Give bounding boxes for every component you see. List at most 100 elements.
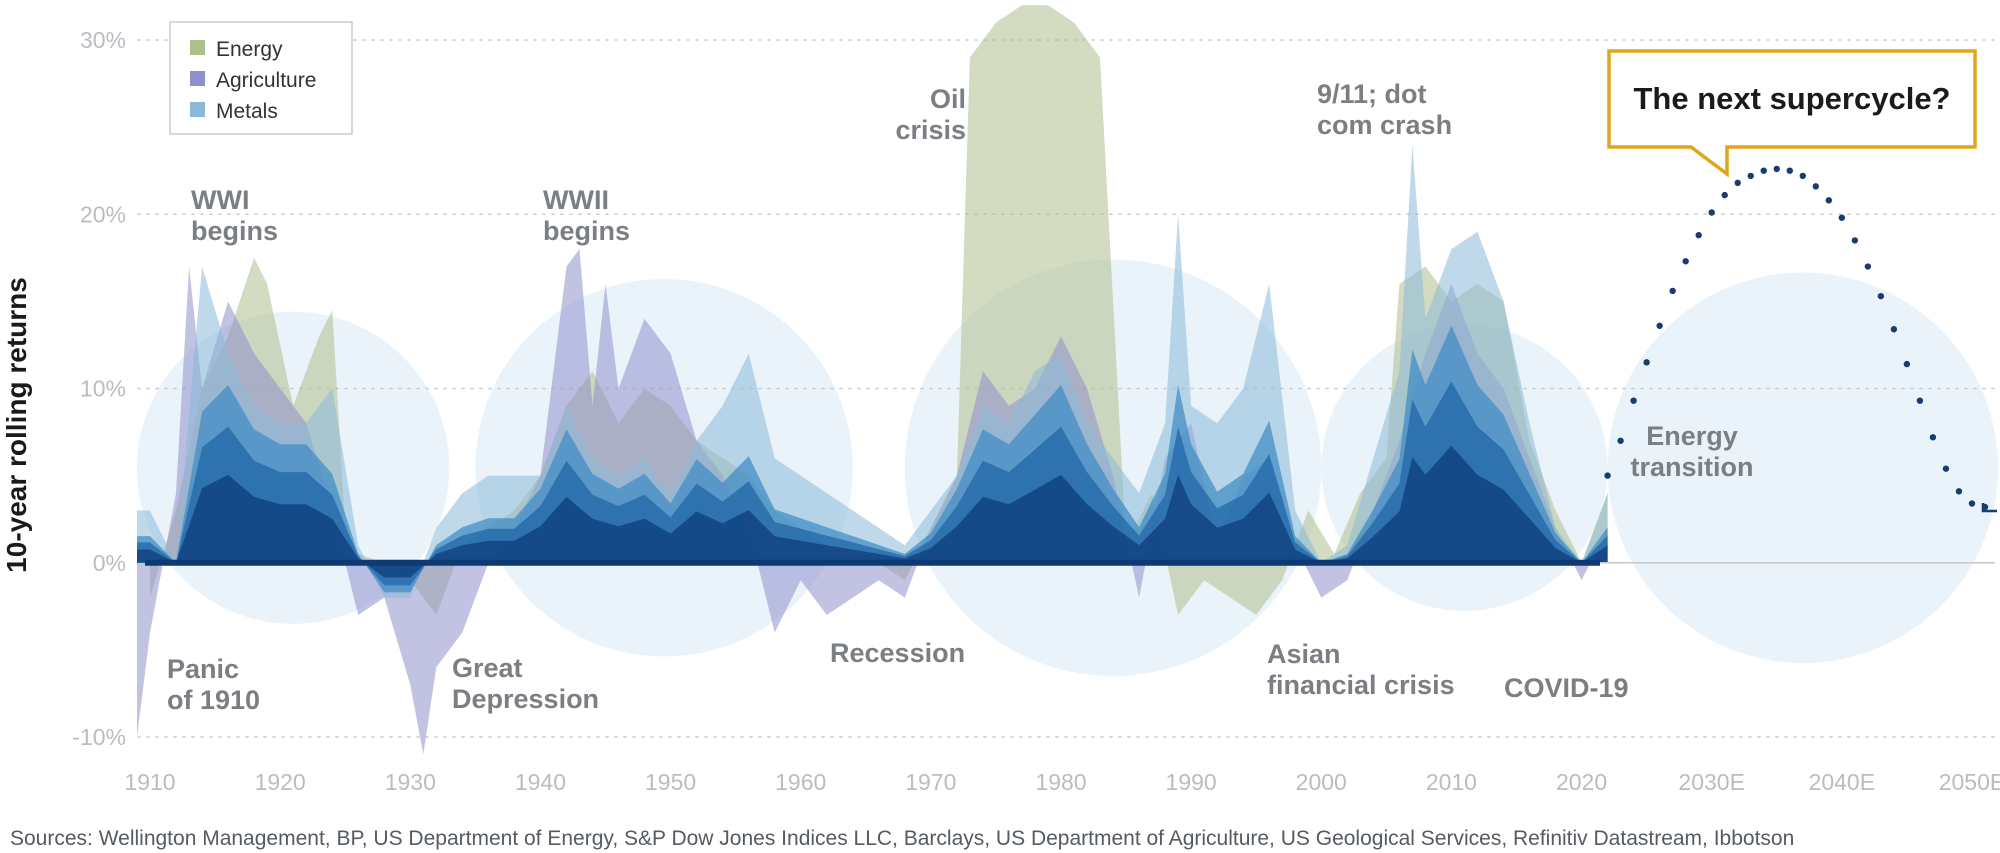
annotation-line: Recession <box>830 638 965 668</box>
projection-dots <box>1604 165 1997 513</box>
x-tick-label: 2040E <box>1809 769 1876 795</box>
projection-dot <box>1864 263 1872 270</box>
callout-box <box>1607 49 1977 178</box>
projection-dot <box>1656 322 1663 329</box>
projection-dot <box>1630 397 1637 404</box>
projection-dot <box>1890 326 1898 333</box>
annotation-line: Great <box>452 653 523 683</box>
projection-dot <box>1708 209 1715 216</box>
projection-dot <box>1721 191 1728 199</box>
projection-dot <box>1604 472 1611 479</box>
legend-item-metals: Metals <box>190 100 278 123</box>
legend-item-agriculture: Agriculture <box>190 69 316 92</box>
projection-dot <box>1877 292 1885 300</box>
annotation-covid: COVID-19 <box>1504 673 1629 703</box>
legend-label-energy: Energy <box>216 38 283 61</box>
legend-swatch-metals <box>190 102 205 117</box>
annotation-line: of 1910 <box>167 685 260 715</box>
projection-dot <box>1617 437 1624 444</box>
annotation-line: 9/11; dot <box>1317 79 1427 109</box>
y-tick-label: 30% <box>80 27 126 53</box>
annotation-line: begins <box>191 216 278 246</box>
projection-end-marker <box>1981 502 1997 513</box>
annotation-line: begins <box>543 216 630 246</box>
y-axis-ticks: 30% 20% 10% 0% -10% <box>72 27 126 750</box>
callout: The next supercycle? <box>1607 49 1977 178</box>
annotation-line: Oil <box>930 84 966 114</box>
x-tick-label: 2020 <box>1556 769 1607 795</box>
projection-dot <box>1903 360 1911 368</box>
legend-swatch-energy <box>190 40 205 55</box>
x-tick-label: 1960 <box>775 769 826 795</box>
projection-dot <box>1734 179 1741 187</box>
annotation-line: financial crisis <box>1267 670 1455 700</box>
x-tick-label: 1990 <box>1166 769 1217 795</box>
y-tick-label: 20% <box>80 201 126 227</box>
projection-dot <box>1812 183 1820 190</box>
projection-dot <box>1916 397 1924 404</box>
annotation-line: COVID-19 <box>1504 673 1629 703</box>
projection-dot <box>1955 488 1963 495</box>
x-tick-label: 2000 <box>1296 769 1347 795</box>
projection-dot <box>1747 172 1754 180</box>
projection-dot <box>1968 500 1976 507</box>
annotation-line: com crash <box>1317 110 1452 140</box>
projection-dot <box>1786 167 1793 174</box>
projection-dot <box>1929 434 1937 441</box>
projection-dot <box>1669 287 1676 295</box>
projection-dot <box>1799 172 1806 180</box>
projection-dot <box>1838 214 1846 221</box>
projection-dot <box>1682 258 1689 265</box>
annotation-line: Energy <box>1646 421 1738 451</box>
annotation-line: WWI <box>191 185 249 215</box>
y-tick-label: 0% <box>93 550 126 576</box>
projection-dot <box>1773 165 1780 173</box>
x-tick-label: 1970 <box>905 769 956 795</box>
x-tick-label: 1910 <box>124 769 175 795</box>
projection-dot <box>1825 197 1833 204</box>
x-axis-ticks: 1910 1920 1930 1940 1950 1960 1970 1980 1990 2000… <box>124 769 2000 795</box>
legend: Energy Agriculture Metals <box>169 21 353 135</box>
projection-dot <box>1695 231 1702 239</box>
annotation-line: Depression <box>452 684 599 714</box>
legend-item-energy: Energy <box>190 38 283 61</box>
projection-dot <box>1643 359 1650 366</box>
annotation-line: crisis <box>895 115 966 145</box>
y-tick-label: 10% <box>80 376 126 402</box>
annotation-line: Panic <box>167 654 239 684</box>
x-tick-label: 1920 <box>255 769 306 795</box>
x-tick-label: 2010 <box>1426 769 1477 795</box>
y-axis-title: 10-year rolling returns <box>1 277 32 573</box>
legend-label-metals: Metals <box>216 100 278 123</box>
source-note: Sources: Wellington Management, BP, US D… <box>10 827 1794 850</box>
x-tick-label: 2030E <box>1678 769 1745 795</box>
y-tick-label: -10% <box>72 724 126 750</box>
annotation-recession: Recession <box>830 638 965 668</box>
annotation-line: transition <box>1630 452 1753 482</box>
x-tick-label: 1940 <box>515 769 566 795</box>
callout-text: The next supercycle? <box>1633 81 1950 116</box>
cycle-bubble-5 <box>1607 272 1998 663</box>
projection-dot <box>1760 167 1767 174</box>
overlap-band-3 <box>137 445 1608 578</box>
annotation-line: Asian <box>1267 639 1341 669</box>
x-tick-label: 1950 <box>645 769 696 795</box>
legend-swatch-agriculture <box>190 71 205 86</box>
legend-label-agriculture: Agriculture <box>216 69 316 92</box>
x-tick-label: 1930 <box>385 769 436 795</box>
projection-dot <box>1851 237 1859 244</box>
series-areas <box>137 5 1608 755</box>
x-tick-label: 1980 <box>1035 769 1086 795</box>
annotation-line: WWII <box>543 185 609 215</box>
x-tick-label: 2050E <box>1939 769 2000 795</box>
